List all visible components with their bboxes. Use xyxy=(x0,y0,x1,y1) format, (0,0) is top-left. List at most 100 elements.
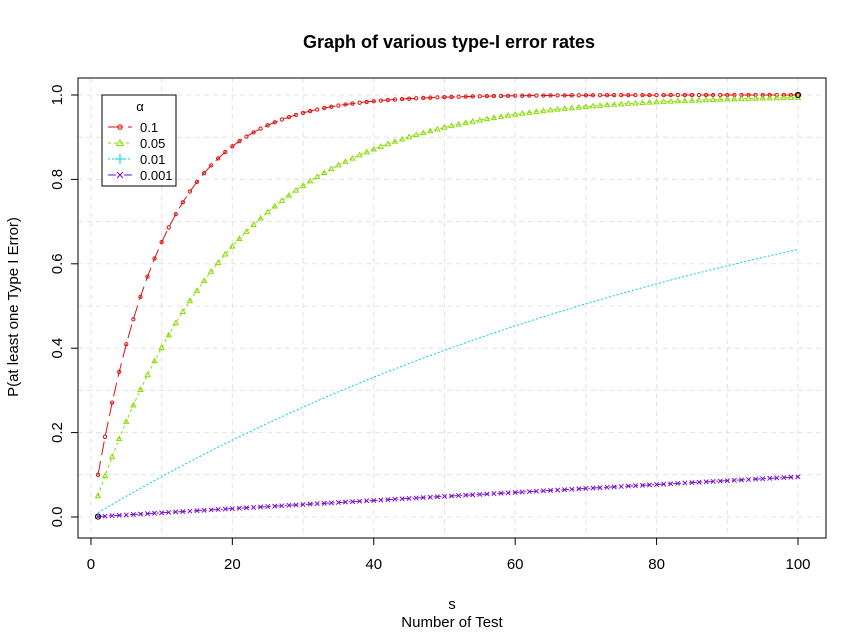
data-point xyxy=(180,508,186,515)
data-point xyxy=(221,250,229,257)
data-point xyxy=(703,479,709,485)
data-point xyxy=(306,177,314,184)
data-point xyxy=(186,297,194,304)
plot-frame xyxy=(77,77,827,539)
data-point xyxy=(498,93,504,99)
data-point xyxy=(223,149,228,155)
data-point xyxy=(278,197,286,203)
data-point xyxy=(603,101,611,108)
data-point xyxy=(336,103,341,108)
data-point xyxy=(95,472,101,477)
legend-item: 0.05 xyxy=(108,136,165,151)
legend-entries: 0.10.050.010.001 xyxy=(108,120,173,183)
data-point xyxy=(654,92,659,98)
data-point xyxy=(470,492,476,498)
data-point xyxy=(767,475,773,481)
y-axis-label: P(at least one Type I Error) xyxy=(5,217,22,397)
data-point xyxy=(165,331,172,338)
data-point xyxy=(350,101,355,106)
data-point xyxy=(533,108,540,114)
data-point xyxy=(716,95,724,102)
data-point xyxy=(102,513,108,519)
data-point xyxy=(619,93,624,98)
data-point xyxy=(675,480,681,486)
y-tick-label: 1.0 xyxy=(49,85,66,106)
series-alpha-0.05 xyxy=(94,94,802,499)
data-point xyxy=(519,489,525,495)
data-point xyxy=(759,94,766,101)
data-point xyxy=(399,496,405,502)
data-point xyxy=(343,102,348,107)
data-point xyxy=(788,92,794,98)
data-point xyxy=(483,115,491,122)
data-point xyxy=(251,130,256,135)
data-point xyxy=(180,200,185,205)
data-point xyxy=(661,481,667,487)
series-line-0.1 xyxy=(97,94,798,475)
data-point xyxy=(391,138,399,144)
data-point xyxy=(342,499,349,505)
data-point xyxy=(117,369,122,375)
data-point xyxy=(625,100,632,106)
x-tick-label: 100 xyxy=(785,556,810,573)
data-point xyxy=(434,494,440,500)
data-point xyxy=(315,107,320,112)
data-point xyxy=(639,99,646,106)
legend-item: 0.001 xyxy=(108,168,173,183)
data-point xyxy=(568,104,576,111)
data-point xyxy=(201,507,207,513)
data-point xyxy=(639,482,645,488)
data-point xyxy=(788,474,794,480)
data-point xyxy=(555,487,561,493)
data-point xyxy=(476,116,484,123)
data-point xyxy=(724,95,731,102)
data-point xyxy=(541,93,546,98)
data-point xyxy=(668,92,673,98)
data-point xyxy=(774,92,779,98)
endpoint-start xyxy=(94,513,102,520)
data-point xyxy=(511,111,519,117)
data-point xyxy=(371,99,376,104)
data-point xyxy=(215,506,221,513)
data-point xyxy=(328,500,334,506)
data-point xyxy=(533,488,539,494)
data-point xyxy=(795,92,801,98)
legend-label: 0.05 xyxy=(140,136,165,151)
grid xyxy=(78,78,826,538)
data-point xyxy=(547,487,554,493)
x-tick-label: 40 xyxy=(365,556,382,573)
data-point xyxy=(576,486,582,492)
data-point xyxy=(216,156,221,161)
data-point xyxy=(314,501,320,507)
data-point xyxy=(512,489,518,495)
data-point xyxy=(329,104,334,109)
data-point xyxy=(392,97,398,102)
data-point xyxy=(448,122,455,129)
data-point xyxy=(173,509,179,515)
y-tick-label: 0.6 xyxy=(49,253,66,274)
data-point xyxy=(144,371,151,378)
data-point xyxy=(243,505,250,511)
data-point xyxy=(159,510,165,516)
data-point xyxy=(505,93,511,98)
data-point xyxy=(313,173,321,180)
y-tick-label: 0.8 xyxy=(49,169,66,190)
data-point xyxy=(617,100,625,107)
data-point xyxy=(286,502,292,508)
data-point xyxy=(420,495,426,501)
data-point xyxy=(307,501,313,507)
data-point xyxy=(774,475,780,481)
data-point xyxy=(484,94,490,99)
data-point xyxy=(455,120,462,127)
data-point xyxy=(668,481,674,487)
data-point xyxy=(689,92,695,98)
data-point xyxy=(555,93,560,98)
data-point xyxy=(597,93,603,98)
data-point xyxy=(357,498,363,504)
data-point xyxy=(646,98,653,105)
data-point xyxy=(576,93,581,98)
data-point xyxy=(731,95,738,102)
data-point xyxy=(208,507,214,513)
data-point xyxy=(130,511,136,518)
